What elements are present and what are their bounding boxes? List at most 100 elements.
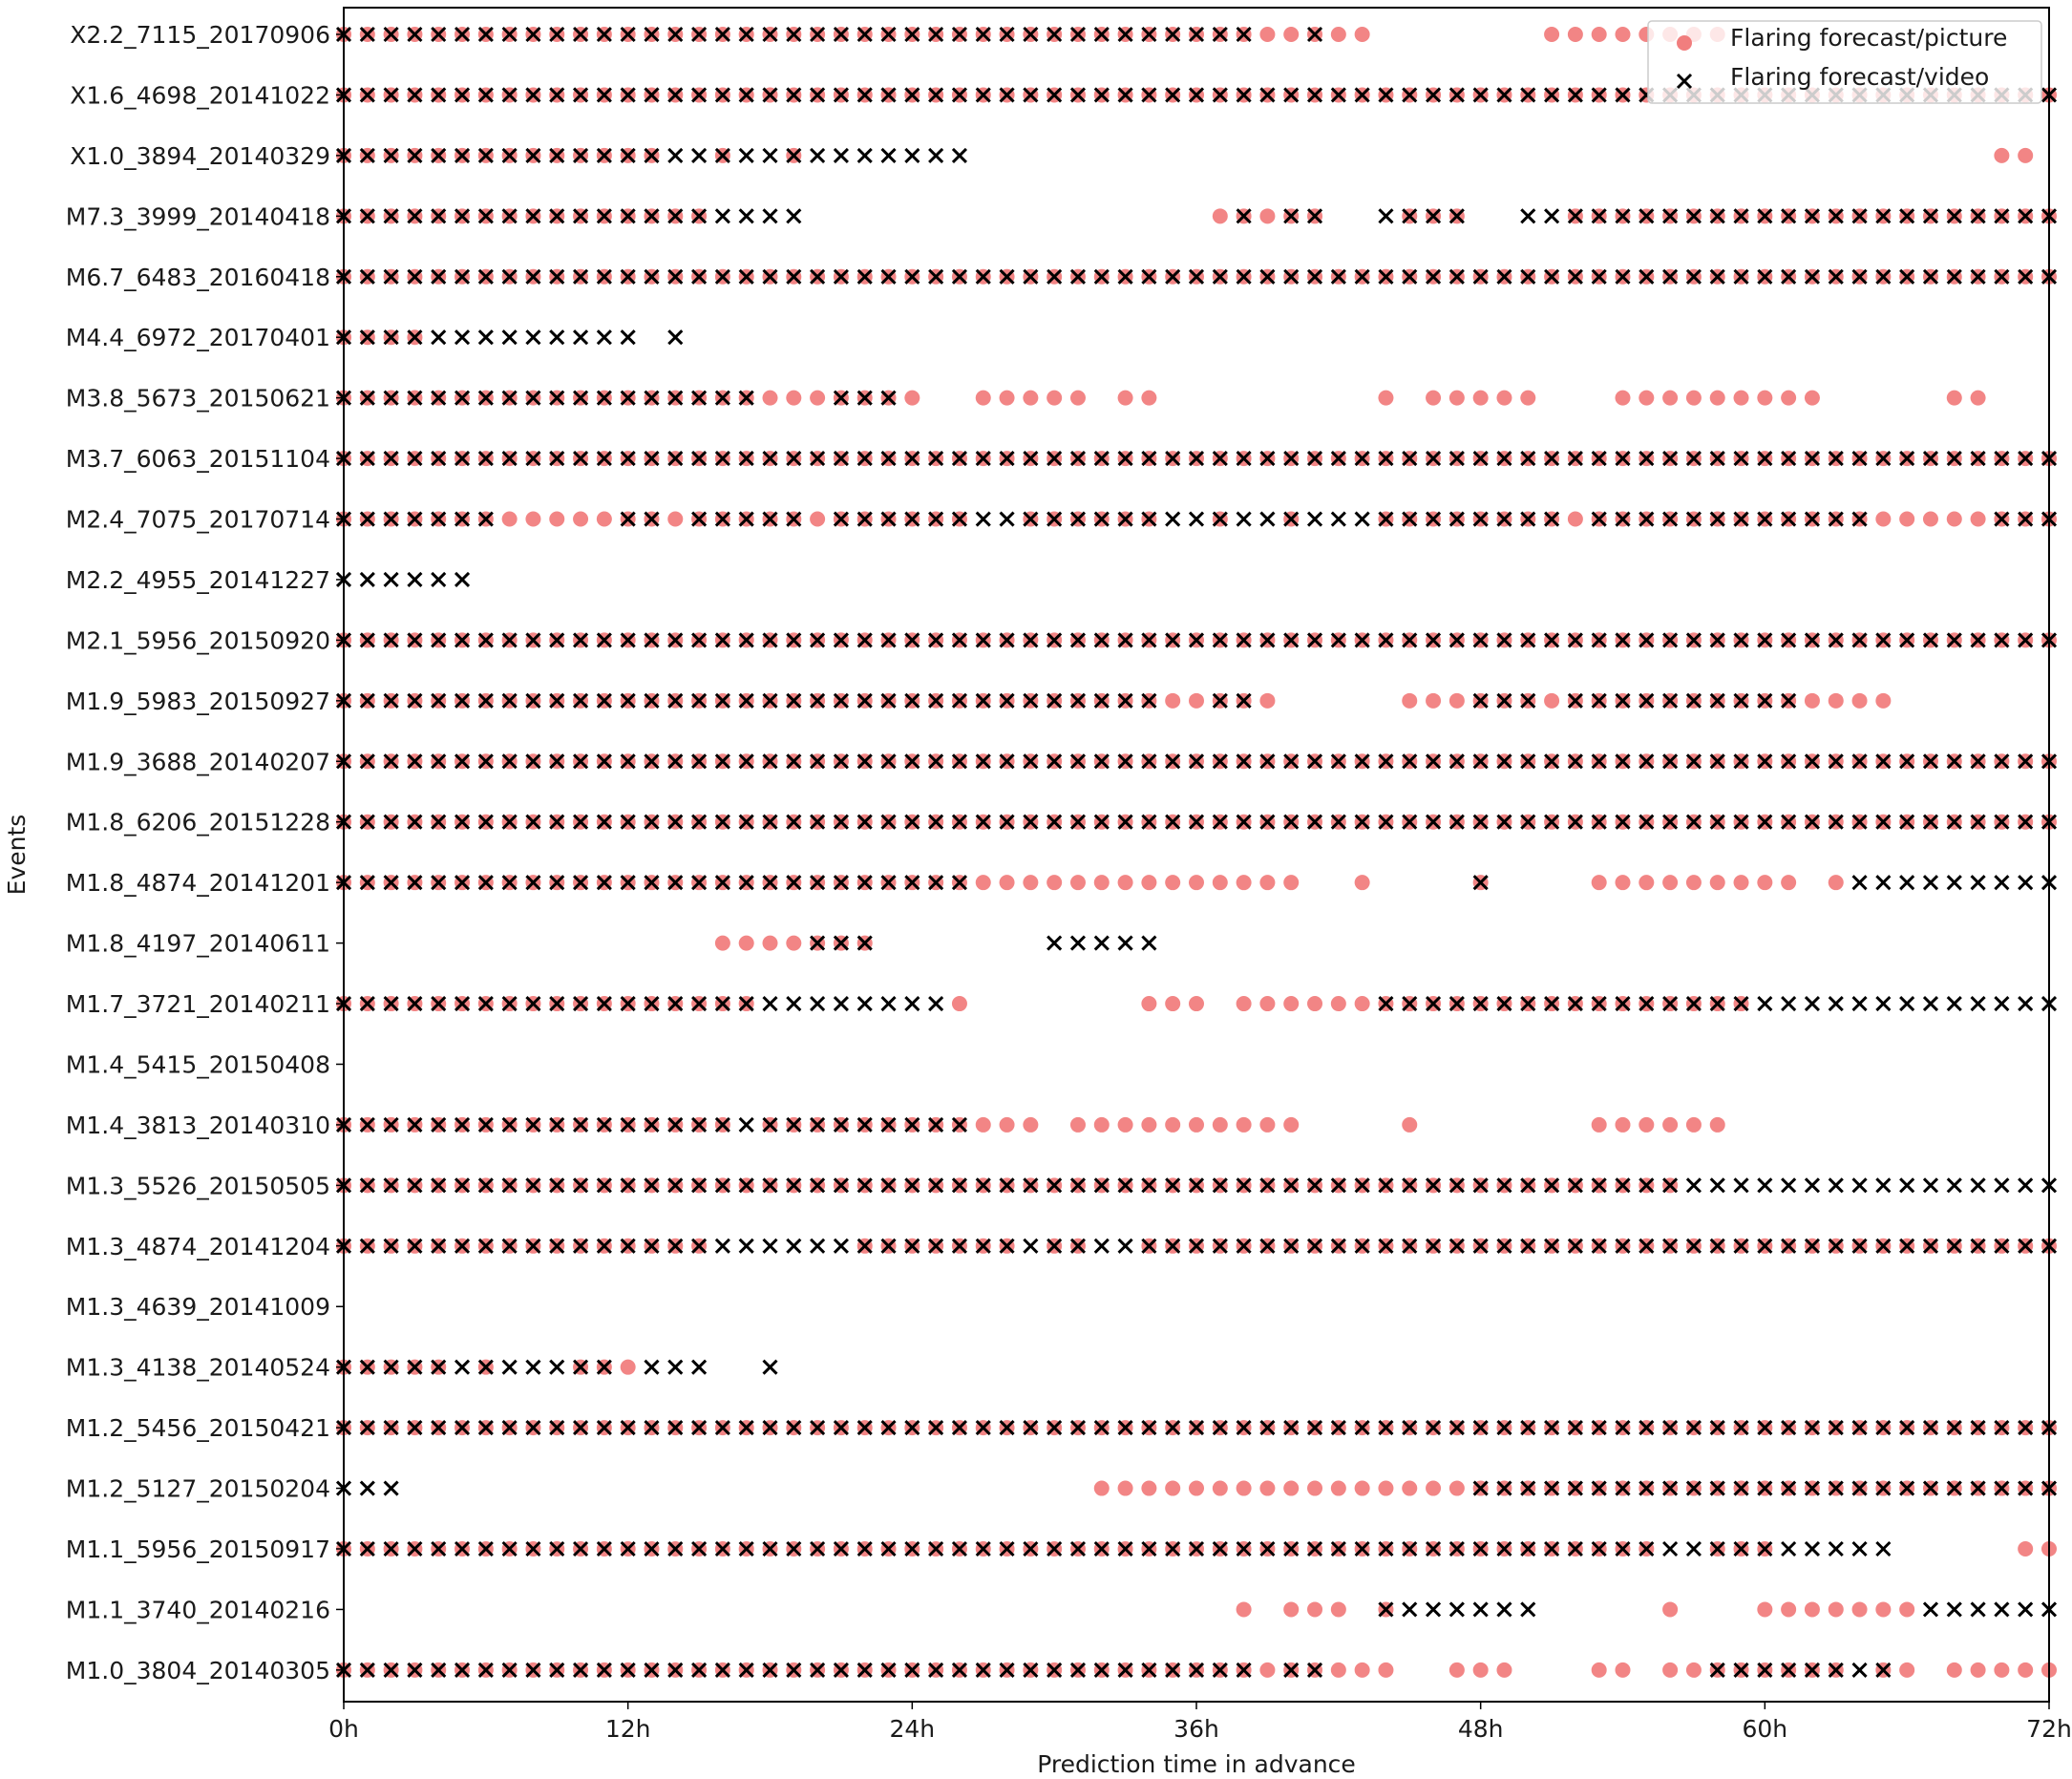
video-x-marker [549, 1420, 565, 1436]
video-x-marker [975, 87, 991, 103]
video-x-marker [1899, 1177, 1915, 1194]
video-x-marker [1685, 1540, 1702, 1557]
video-x-marker [431, 692, 447, 709]
video-x-marker [1781, 1177, 1797, 1194]
video-x-marker [738, 1238, 754, 1254]
video-x-marker [1591, 1480, 1607, 1496]
video-x-marker [975, 511, 991, 527]
event-label: M1.7_3721_20140211 [66, 990, 330, 1018]
picture-circle-marker [1165, 875, 1181, 891]
video-x-marker [1236, 1420, 1252, 1436]
video-x-marker [1709, 814, 1725, 830]
video-x-marker [999, 87, 1015, 103]
video-x-marker [1402, 1238, 1418, 1254]
video-x-marker [975, 1238, 991, 1254]
video-x-marker [1662, 511, 1679, 527]
video-x-marker [856, 26, 873, 43]
video-x-marker [1047, 1662, 1063, 1678]
video-x-marker [1544, 208, 1560, 224]
video-x-marker [407, 268, 423, 285]
video-x-marker [1306, 814, 1323, 830]
video-x-marker [1141, 511, 1157, 527]
video-x-marker [856, 1238, 873, 1254]
video-x-marker [738, 753, 754, 770]
event-row [335, 571, 471, 588]
video-x-marker [1946, 632, 1962, 648]
video-x-marker [1378, 1420, 1394, 1436]
video-x-marker [1023, 1540, 1039, 1557]
video-x-marker [1946, 1177, 1962, 1194]
video-x-marker [691, 390, 708, 406]
video-x-marker [1544, 1177, 1560, 1194]
video-x-marker [1093, 1177, 1110, 1194]
video-x-marker [1330, 1177, 1346, 1194]
video-x-marker [1804, 1420, 1821, 1436]
video-x-marker [1591, 268, 1607, 285]
video-x-marker [667, 1238, 684, 1254]
video-x-marker [1023, 632, 1039, 648]
picture-circle-marker [714, 935, 730, 951]
video-x-marker [762, 451, 778, 467]
video-x-marker [1591, 1420, 1607, 1436]
video-x-marker [904, 692, 920, 709]
video-x-marker [1875, 1662, 1892, 1678]
video-x-marker [477, 875, 494, 891]
video-x-marker [1970, 632, 1986, 648]
video-x-marker [1567, 632, 1583, 648]
video-x-marker [1236, 692, 1252, 709]
video-x-marker [525, 1116, 541, 1133]
video-x-marker [1662, 814, 1679, 830]
video-x-marker [1425, 451, 1442, 467]
picture-circle-marker [1378, 390, 1394, 406]
legend-box [1647, 20, 2042, 104]
video-x-marker [1544, 87, 1560, 103]
video-x-marker [1544, 753, 1560, 770]
video-x-marker [1448, 995, 1465, 1012]
video-x-marker [431, 995, 447, 1012]
video-x-marker [1472, 875, 1489, 891]
video-x-marker [596, 753, 612, 770]
video-x-marker [1970, 875, 1986, 891]
video-x-marker [525, 995, 541, 1012]
video-x-marker [1448, 1420, 1465, 1436]
video-x-marker [999, 511, 1015, 527]
video-x-marker [1402, 451, 1418, 467]
video-x-marker [1804, 268, 1821, 285]
video-x-marker [786, 451, 802, 467]
video-x-marker [1496, 1238, 1512, 1254]
video-x-marker [1188, 1540, 1205, 1557]
video-x-marker [525, 1540, 541, 1557]
picture-circle-marker [1093, 875, 1110, 891]
video-x-marker [880, 692, 897, 709]
video-x-marker [667, 390, 684, 406]
video-x-marker [1733, 632, 1749, 648]
video-x-marker [1425, 1238, 1442, 1254]
video-x-marker [2018, 208, 2034, 224]
video-x-marker [1639, 511, 1655, 527]
picture-circle-marker [1970, 1662, 1986, 1678]
video-x-marker [501, 208, 518, 224]
picture-circle-marker [1851, 692, 1868, 709]
video-x-marker [383, 1359, 399, 1375]
video-x-marker [975, 1540, 991, 1557]
video-x-marker [1117, 511, 1133, 527]
video-x-marker [501, 1420, 518, 1436]
video-x-marker [1306, 1177, 1323, 1194]
video-x-marker [596, 1420, 612, 1436]
video-x-marker [1922, 1177, 1939, 1194]
video-x-marker [951, 451, 968, 467]
video-x-marker [1875, 1540, 1892, 1557]
video-x-marker [359, 1420, 375, 1436]
video-x-marker [431, 451, 447, 467]
video-x-marker [1851, 1177, 1868, 1194]
video-x-marker [572, 995, 589, 1012]
picture-circle-marker [1426, 390, 1442, 406]
video-x-marker [620, 1540, 636, 1557]
picture-circle-marker [1354, 996, 1370, 1012]
video-x-marker [667, 875, 684, 891]
video-x-marker [738, 1177, 754, 1194]
picture-circle-marker [1354, 1662, 1370, 1678]
picture-circle-marker [1685, 390, 1702, 406]
video-x-marker [572, 268, 589, 285]
video-x-marker [1472, 692, 1489, 709]
